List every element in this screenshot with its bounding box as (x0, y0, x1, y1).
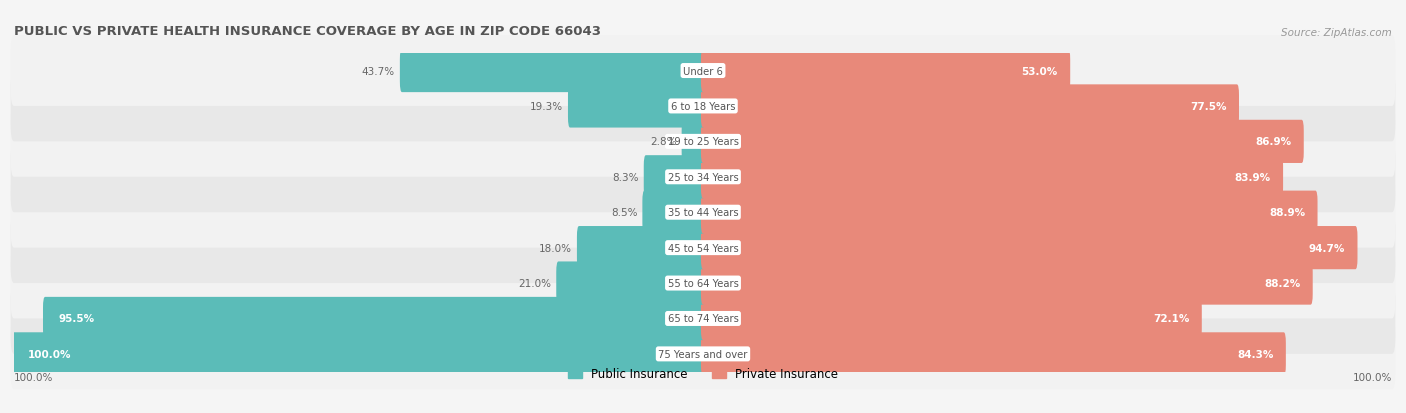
FancyBboxPatch shape (11, 213, 1395, 283)
FancyBboxPatch shape (702, 191, 1317, 234)
FancyBboxPatch shape (702, 156, 1284, 199)
FancyBboxPatch shape (11, 107, 1395, 177)
Text: 72.1%: 72.1% (1153, 314, 1189, 324)
FancyBboxPatch shape (702, 85, 1239, 128)
Text: 84.3%: 84.3% (1237, 349, 1274, 359)
FancyBboxPatch shape (557, 262, 704, 305)
Text: 35 to 44 Years: 35 to 44 Years (668, 208, 738, 218)
FancyBboxPatch shape (576, 226, 704, 270)
FancyBboxPatch shape (682, 121, 704, 164)
FancyBboxPatch shape (11, 319, 1395, 389)
Text: 21.0%: 21.0% (519, 278, 551, 288)
FancyBboxPatch shape (11, 36, 1395, 107)
Text: 95.5%: 95.5% (59, 314, 96, 324)
FancyBboxPatch shape (702, 332, 1286, 375)
Text: Source: ZipAtlas.com: Source: ZipAtlas.com (1281, 28, 1392, 38)
FancyBboxPatch shape (702, 121, 1303, 164)
Text: 55 to 64 Years: 55 to 64 Years (668, 278, 738, 288)
Text: 65 to 74 Years: 65 to 74 Years (668, 314, 738, 324)
Text: 6 to 18 Years: 6 to 18 Years (671, 102, 735, 112)
FancyBboxPatch shape (702, 50, 1070, 93)
Text: 100.0%: 100.0% (1353, 372, 1392, 382)
Text: 88.9%: 88.9% (1270, 208, 1305, 218)
Text: 75 Years and over: 75 Years and over (658, 349, 748, 359)
FancyBboxPatch shape (44, 297, 704, 340)
Text: 19.3%: 19.3% (530, 102, 564, 112)
Text: 100.0%: 100.0% (28, 349, 72, 359)
Text: 77.5%: 77.5% (1189, 102, 1226, 112)
FancyBboxPatch shape (11, 283, 1395, 354)
Text: 53.0%: 53.0% (1022, 66, 1057, 76)
FancyBboxPatch shape (13, 332, 704, 375)
FancyBboxPatch shape (568, 85, 704, 128)
Text: 83.9%: 83.9% (1234, 172, 1271, 183)
FancyBboxPatch shape (702, 297, 1202, 340)
Text: 8.5%: 8.5% (612, 208, 637, 218)
Text: 100.0%: 100.0% (14, 372, 53, 382)
Text: 8.3%: 8.3% (613, 172, 638, 183)
Text: 18.0%: 18.0% (538, 243, 572, 253)
Text: 45 to 54 Years: 45 to 54 Years (668, 243, 738, 253)
Text: 19 to 25 Years: 19 to 25 Years (668, 137, 738, 147)
Text: 94.7%: 94.7% (1309, 243, 1346, 253)
FancyBboxPatch shape (702, 226, 1358, 270)
FancyBboxPatch shape (399, 50, 704, 93)
FancyBboxPatch shape (643, 191, 704, 234)
FancyBboxPatch shape (11, 248, 1395, 319)
Text: 25 to 34 Years: 25 to 34 Years (668, 172, 738, 183)
Text: 88.2%: 88.2% (1264, 278, 1301, 288)
Text: 2.8%: 2.8% (651, 137, 676, 147)
FancyBboxPatch shape (11, 177, 1395, 248)
Text: 86.9%: 86.9% (1256, 137, 1291, 147)
Text: Under 6: Under 6 (683, 66, 723, 76)
Text: PUBLIC VS PRIVATE HEALTH INSURANCE COVERAGE BY AGE IN ZIP CODE 66043: PUBLIC VS PRIVATE HEALTH INSURANCE COVER… (14, 25, 600, 38)
FancyBboxPatch shape (702, 262, 1313, 305)
Legend: Public Insurance, Private Insurance: Public Insurance, Private Insurance (564, 363, 842, 385)
Text: 43.7%: 43.7% (361, 66, 395, 76)
FancyBboxPatch shape (11, 142, 1395, 213)
FancyBboxPatch shape (11, 71, 1395, 142)
FancyBboxPatch shape (644, 156, 704, 199)
